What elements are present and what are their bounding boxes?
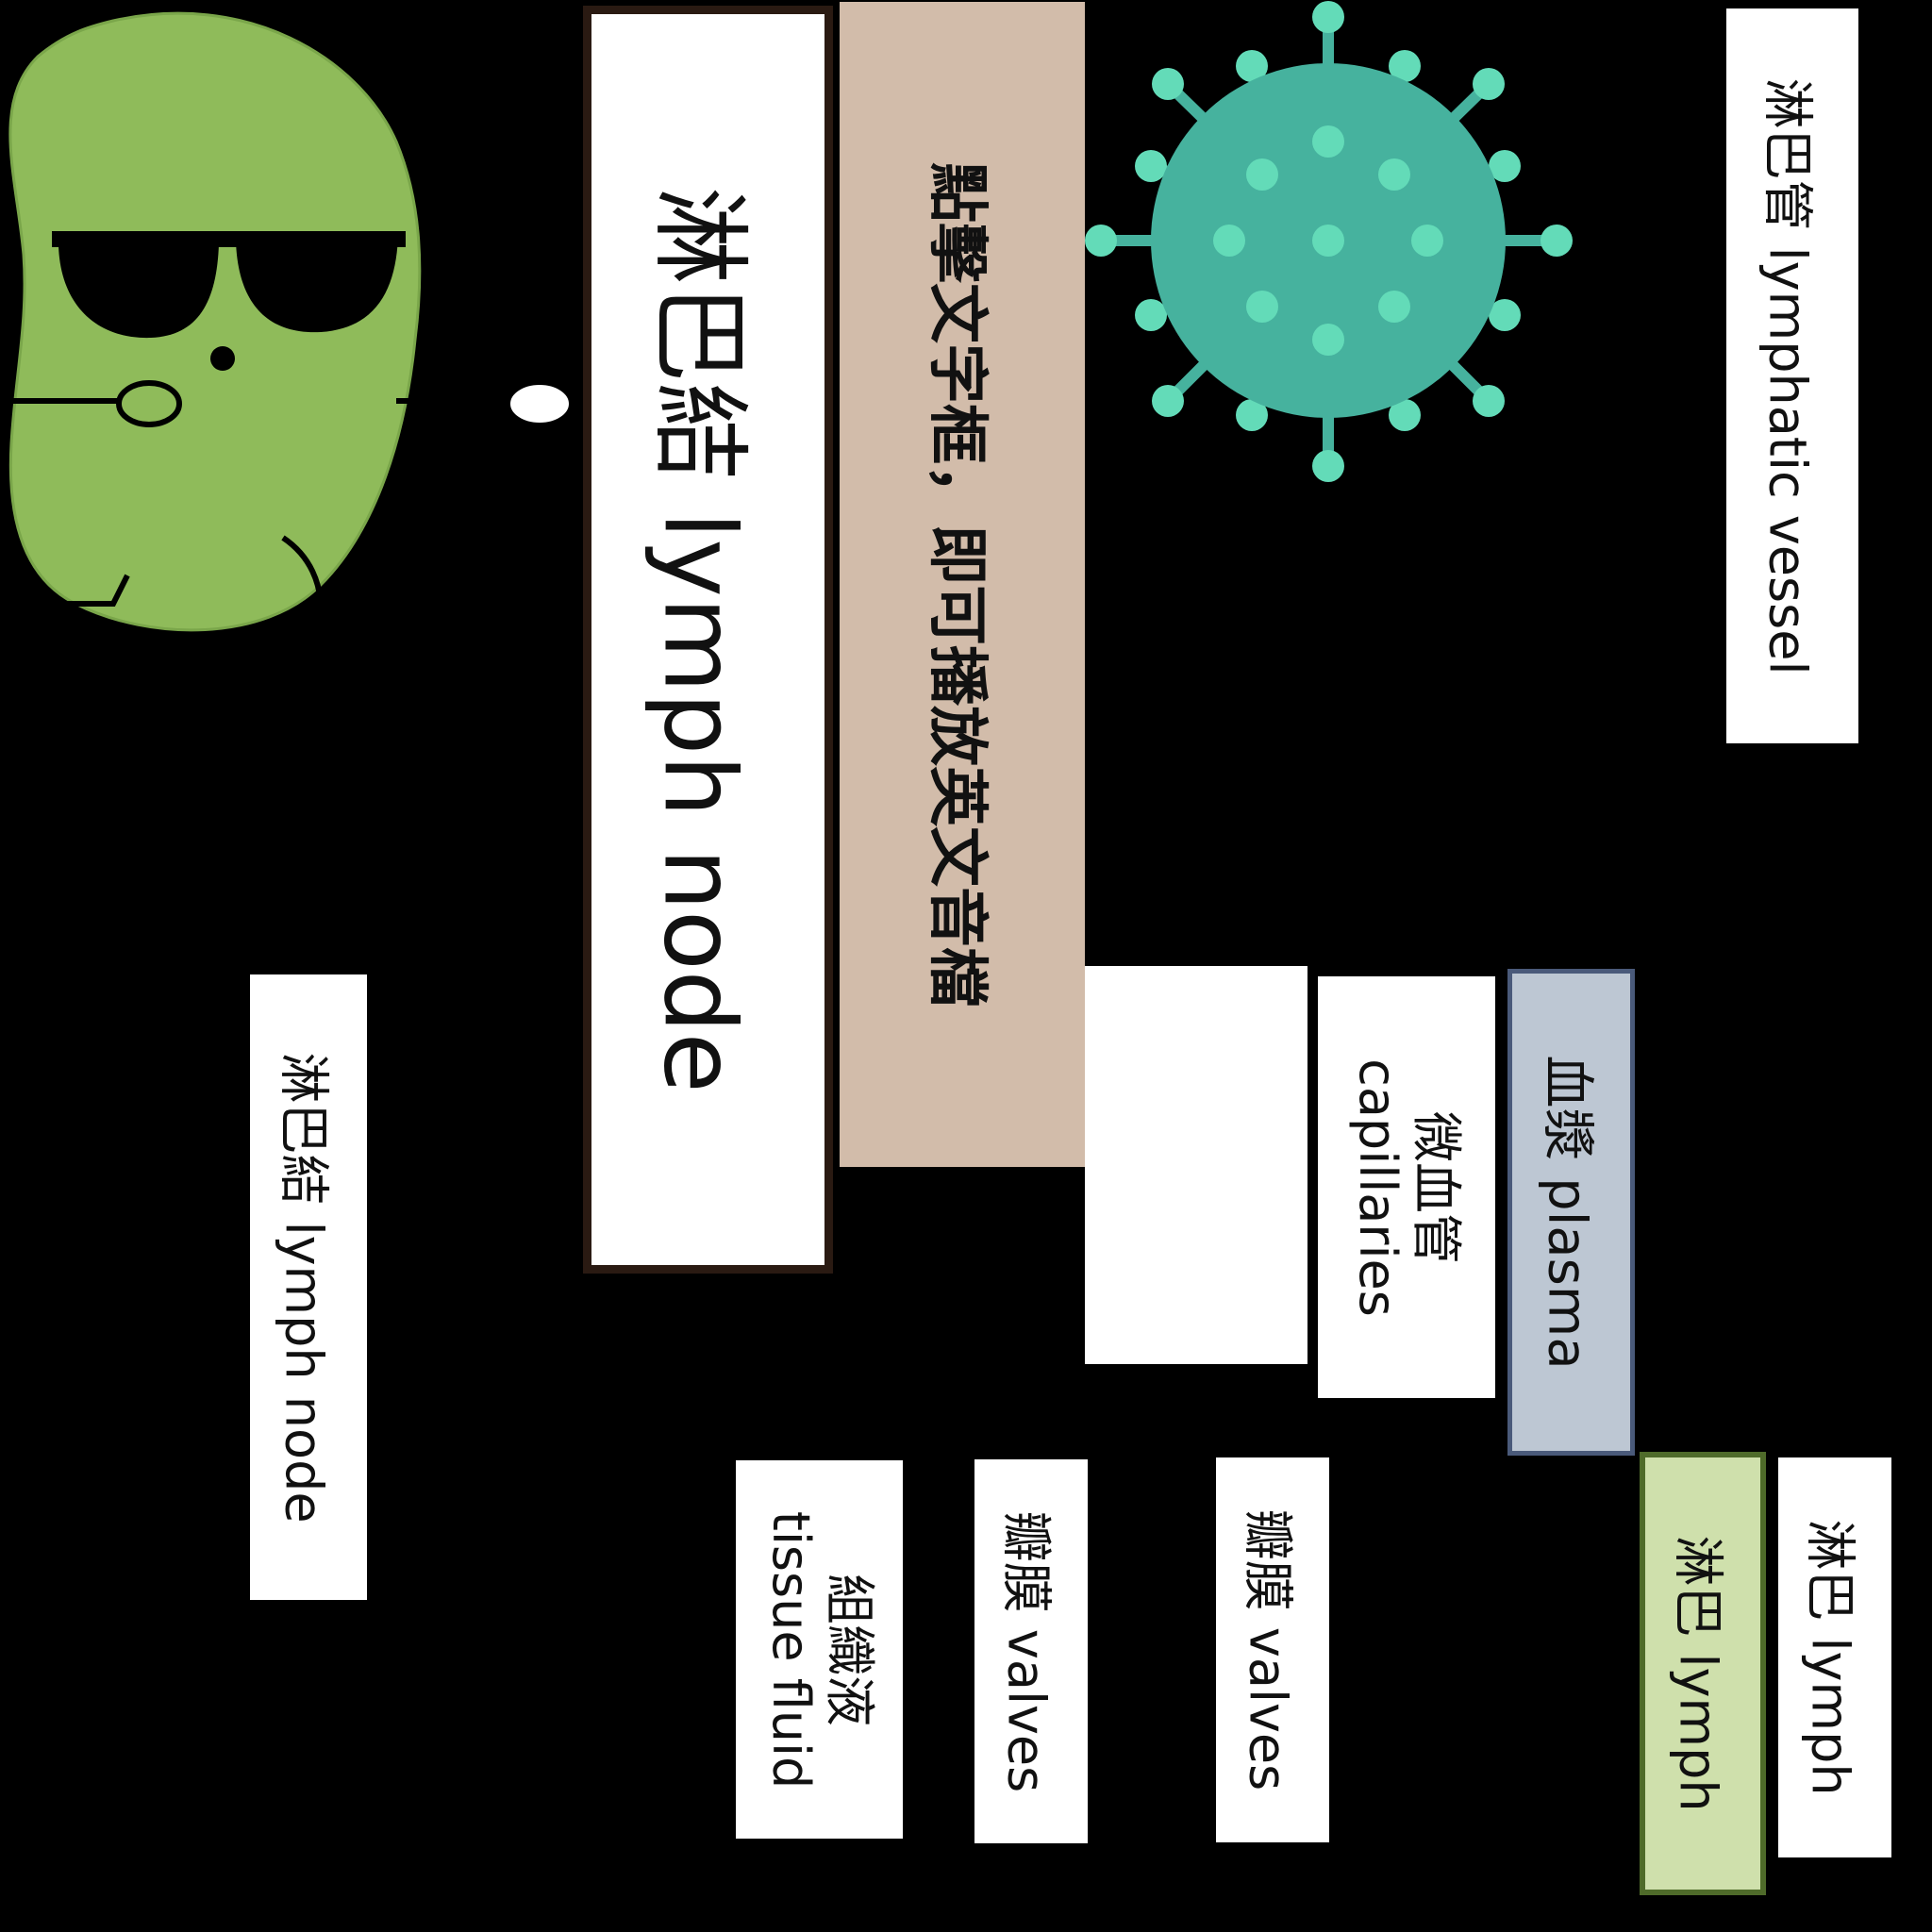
virus-illustration <box>1080 0 1580 491</box>
lymph-label-white[interactable]: 淋巴 lymph <box>1778 1457 1891 1857</box>
capillaries-en: capillaries <box>1348 1058 1407 1317</box>
lymph-text-white: 淋巴 lymph <box>1800 1519 1860 1796</box>
lymph-node-mascot <box>0 0 585 660</box>
capillaries-text: 微血管 capillaries <box>1348 1058 1467 1317</box>
blank-label-box[interactable] <box>1085 966 1307 1364</box>
capillaries-zh: 微血管 <box>1407 1110 1467 1264</box>
lymph-node-bean-mascot-icon <box>8 11 573 635</box>
virus-icon <box>1085 1 1573 482</box>
tissue-fluid-text: 組織液 tissue fluid <box>760 1510 879 1789</box>
valves-text-1: 瓣膜 valves <box>996 1510 1057 1792</box>
lymphatic-vessel-text: 淋巴管 lymphatic vessel <box>1757 76 1818 675</box>
lymph-node-small-text: 淋巴結 lymph node <box>274 1051 334 1524</box>
plasma-text: 血漿 plasma <box>1536 1055 1597 1370</box>
plasma-label[interactable]: 血漿 plasma <box>1507 969 1635 1456</box>
lymph-node-main-label[interactable]: 淋巴結 lymph node <box>583 6 833 1274</box>
tissue-fluid-zh: 組織液 <box>819 1573 879 1726</box>
capillaries-label[interactable]: 微血管 capillaries <box>1318 976 1495 1398</box>
lymph-text-green: 淋巴 lymph <box>1668 1535 1728 1812</box>
lymph-node-small-label[interactable]: 淋巴結 lymph node <box>250 974 367 1600</box>
tissue-fluid-label[interactable]: 組織液 tissue fluid <box>736 1460 903 1839</box>
click-hint-label: 點擊文字框，即可播放英文音檔 <box>840 2 1085 1167</box>
tissue-fluid-en: tissue fluid <box>760 1510 821 1789</box>
click-hint-text: 點擊文字框，即可播放英文音檔 <box>922 161 991 1008</box>
valves-label-1[interactable]: 瓣膜 valves <box>974 1459 1088 1843</box>
lymph-label-green[interactable]: 淋巴 lymph <box>1640 1452 1766 1895</box>
lymphatic-vessel-label[interactable]: 淋巴管 lymphatic vessel <box>1726 8 1858 743</box>
valves-text-2: 瓣膜 valves <box>1238 1508 1298 1791</box>
valves-label-2[interactable]: 瓣膜 valves <box>1216 1457 1329 1842</box>
lymph-node-main-text: 淋巴結 lymph node <box>641 186 757 1093</box>
